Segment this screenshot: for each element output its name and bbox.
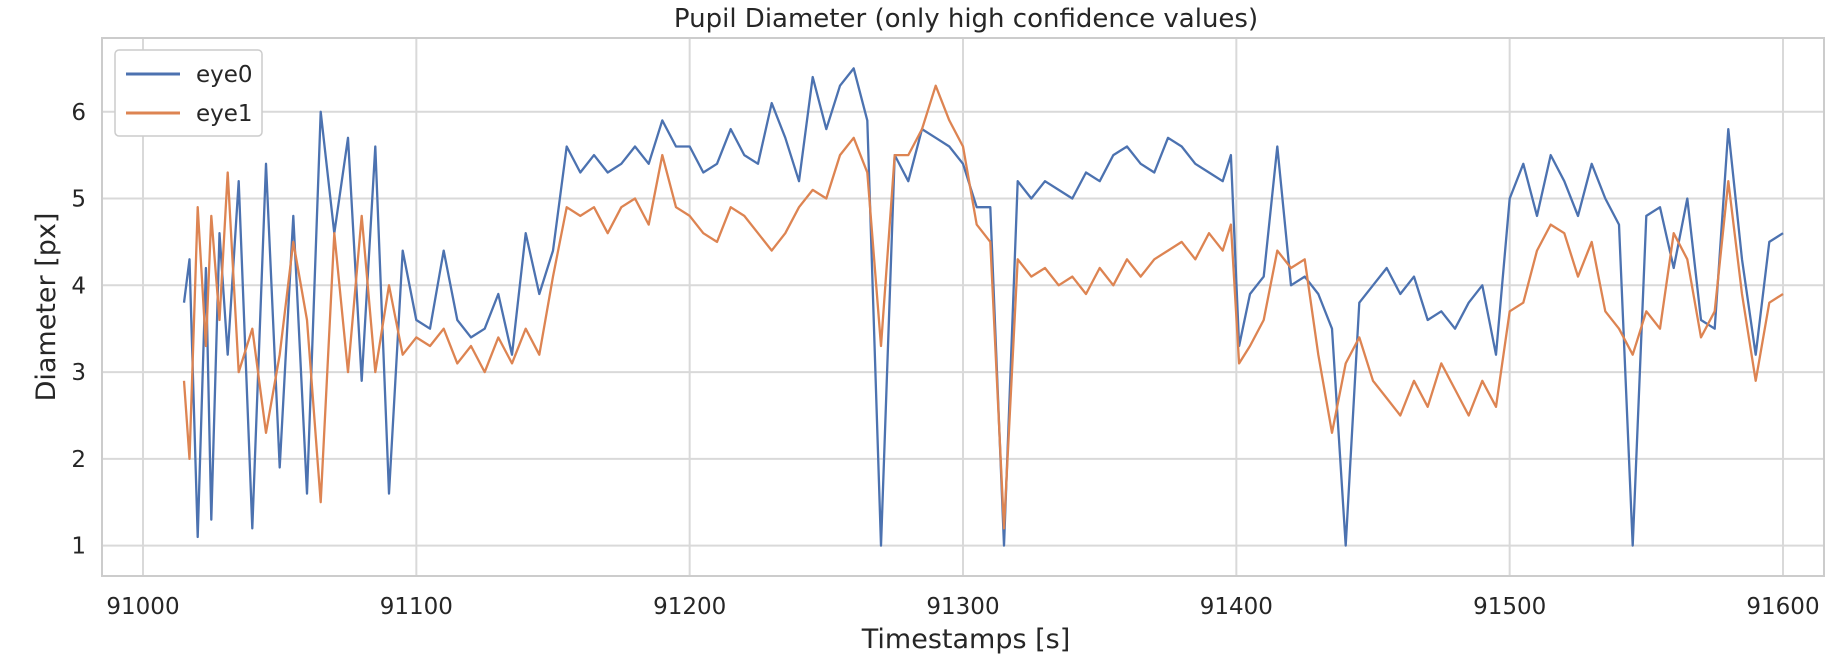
x-tick-label: 91300: [926, 594, 999, 620]
series-line-eye1: [182, 84, 1784, 530]
chart-title: Pupil Diameter (only high confidence val…: [674, 4, 1258, 34]
y-tick-label: 1: [71, 534, 86, 560]
legend-label-eye0: eye0: [196, 62, 253, 88]
x-tick-label: 91500: [1473, 594, 1546, 620]
y-tick-label: 2: [71, 447, 86, 473]
x-axis-label: Timestamps [s]: [861, 624, 1071, 655]
y-tick-label: 5: [71, 187, 86, 213]
series-line-eye0: [182, 67, 1784, 547]
series-lines: [182, 67, 1784, 547]
y-tick-label: 6: [71, 100, 86, 126]
y-tick-label: 3: [71, 360, 86, 386]
tick-labels: 91000 91100 91200 91300 91400 91500 91600 1 2 3 4 5…: [71, 100, 1819, 620]
grid-lines: [102, 38, 1824, 576]
x-tick-label: 91000: [106, 594, 179, 620]
legend: eye0 eye1: [114, 49, 263, 137]
x-tick-label: 91600: [1746, 594, 1819, 620]
y-axis-label: Diameter [px]: [31, 213, 62, 402]
y-tick-label: 4: [71, 273, 86, 299]
plot-frame: [101, 37, 1825, 577]
x-tick-label: 91100: [380, 594, 453, 620]
x-tick-label: 91400: [1200, 594, 1273, 620]
x-tick-label: 91200: [653, 594, 726, 620]
legend-label-eye1: eye1: [196, 101, 253, 127]
